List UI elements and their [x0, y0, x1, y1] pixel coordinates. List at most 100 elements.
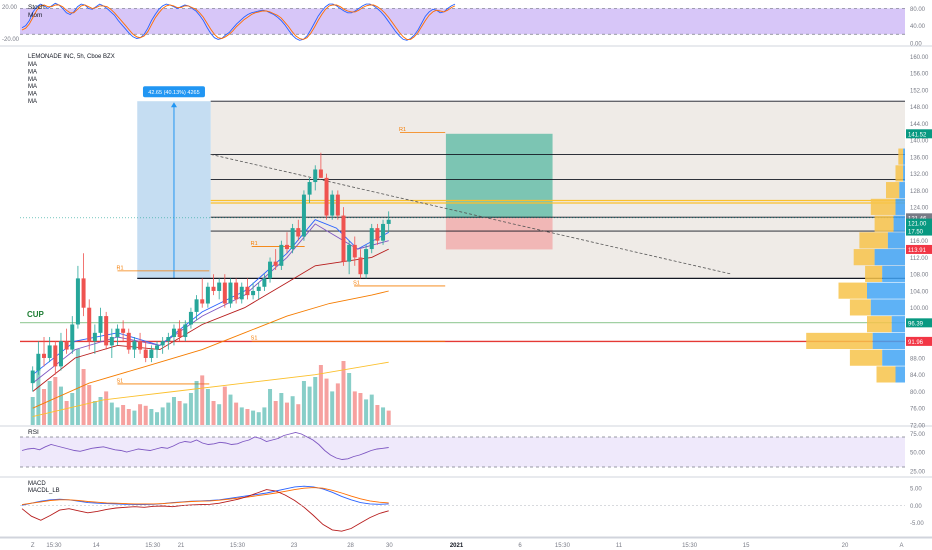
price-pane[interactable]: R1 R1 R1 S1 S1 S1 CUP 42.65 (40.13%) 4265 160.00… — [0, 55, 932, 430]
volume-bar — [30, 397, 35, 425]
volume-bar — [104, 391, 109, 425]
pivot-label: R1 — [399, 127, 406, 133]
candle-body — [262, 278, 267, 287]
volume-bar — [296, 404, 301, 425]
volume-profile-up — [838, 282, 867, 299]
candle-body — [318, 169, 323, 178]
volume-bar — [375, 405, 380, 425]
ma-legend-item: MA — [28, 77, 37, 83]
series-line-0 — [21, 432, 389, 460]
volume-bar — [364, 399, 369, 425]
volume-bar — [194, 381, 199, 425]
volume-profile-down — [882, 265, 905, 282]
candle-body — [30, 370, 35, 384]
ma-legend-item: MA — [28, 84, 37, 90]
candle-body — [251, 290, 256, 296]
moving-average-4 — [32, 361, 389, 418]
x-tick-label: 11 — [616, 543, 623, 549]
volume-bar — [352, 391, 357, 425]
x-tick-label: 2021 — [450, 543, 464, 549]
y-tick-label: 100.00 — [910, 306, 929, 312]
price-tag: 91.96 — [908, 340, 924, 346]
band-fill — [20, 8, 905, 35]
candle-body — [330, 194, 335, 216]
y-tick-label: 144.00 — [910, 122, 929, 128]
volume-bar — [284, 402, 289, 425]
volume-bar — [217, 404, 222, 425]
candle-body — [256, 286, 261, 291]
volume-profile-down — [870, 299, 905, 316]
volume-bar — [121, 405, 126, 425]
candle-body — [171, 328, 176, 338]
volume-profile-up — [898, 148, 904, 165]
volume-bar — [381, 407, 386, 425]
candle-body — [222, 282, 227, 304]
volume-profile-up — [865, 265, 883, 282]
volume-bar — [290, 396, 295, 425]
price-tag-bg — [906, 226, 932, 236]
pivot-label: R1 — [251, 241, 258, 247]
volume-bar — [358, 393, 363, 425]
price-title: LEMONADE INC, 5h, Cboe BZX — [28, 54, 115, 60]
candle-body — [75, 278, 80, 325]
volume-profile-up — [849, 299, 871, 316]
macd-pane: 5.00 0.00 -5.00 — [0, 485, 932, 538]
volume-profile-up — [849, 349, 883, 366]
x-tick-label: 21 — [178, 543, 185, 549]
volume-bar — [53, 377, 58, 425]
y-tick-label: 40.00 — [910, 24, 926, 30]
volume-profile-up — [886, 182, 900, 199]
x-tick-label: 15 — [743, 543, 750, 549]
y-tick-label: 76.00 — [910, 407, 926, 413]
volume-profile-down — [903, 165, 905, 182]
candle-body — [341, 215, 346, 262]
candle-body — [284, 244, 289, 250]
candle-body — [166, 337, 171, 342]
ma-legend-item: MA — [28, 99, 37, 105]
volume-bar — [155, 412, 160, 425]
position-stop-zone — [445, 217, 553, 250]
volume-bar — [222, 386, 227, 425]
series-line-1 — [21, 487, 389, 506]
x-tick-label: A — [899, 543, 903, 549]
volume-bar — [239, 407, 244, 425]
volume-profile-up — [853, 249, 875, 266]
volume-profile-up — [874, 215, 894, 232]
rsi-title: RSI — [28, 429, 39, 436]
volume-profile-down — [867, 282, 905, 299]
volume-profile-down — [882, 349, 905, 366]
candle-body — [381, 223, 386, 241]
band-fill — [20, 437, 905, 467]
volume-profile-down — [874, 249, 905, 266]
y-tick-label: 5.00 — [910, 487, 922, 493]
time-axis[interactable]: Z 15:30 14 15:30 21 15:30 23 28 30 2021 6 15:30 11 15… — [0, 537, 932, 549]
x-tick-label: 30 — [386, 543, 393, 549]
volume-profile-down — [893, 215, 905, 232]
measure-label: 42.65 (40.13%) 4265 — [148, 90, 199, 96]
candle-body — [245, 286, 250, 296]
y-tick-label: 152.00 — [910, 88, 929, 94]
y-tick-label: 0.00 — [910, 504, 922, 510]
volume-bar — [143, 405, 148, 425]
volume-bar — [36, 367, 41, 425]
volume-profile-up — [895, 165, 904, 182]
price-tag-bg — [906, 213, 932, 223]
x-tick-label: 20 — [842, 543, 849, 549]
volume-bar — [262, 407, 267, 425]
candle-body — [98, 316, 103, 333]
price-tag-bg — [906, 318, 932, 328]
candle-body — [126, 332, 131, 350]
y-tick-label: 112.00 — [910, 256, 929, 262]
y-tick-label: 156.00 — [910, 72, 929, 78]
volume-bar — [177, 401, 182, 425]
price-tag: 113.91 — [908, 248, 927, 254]
y-tick-label: -5.00 — [910, 521, 924, 527]
volume-profile-down — [903, 148, 905, 165]
x-tick-label: 15:30 — [682, 543, 698, 549]
price-tag-bg — [906, 336, 932, 346]
price-tag: 141.52 — [908, 132, 927, 138]
volume-bar — [166, 402, 171, 425]
volume-bar — [200, 375, 205, 425]
candle-body — [109, 337, 114, 346]
